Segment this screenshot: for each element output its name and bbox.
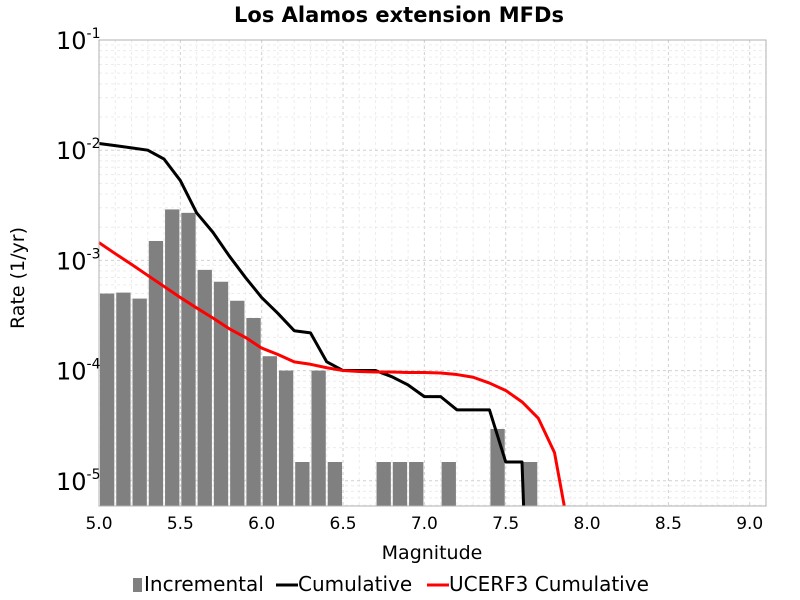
bar [230,300,245,506]
x-tick-label: 7.0 [411,514,438,534]
bar [327,461,343,506]
x-tick-label: 8.5 [655,514,682,534]
legend-label-cumulative: Cumulative [298,572,412,596]
legend-label-ucerf3-cumulative: UCERF3 Cumulative [449,572,649,596]
bar [311,370,326,506]
bar [99,293,115,506]
chart-title: Los Alamos extension MFDs [234,3,564,27]
bar [246,317,261,506]
y-ticks: 10-5 10-4 10-3 10-2 10-1 [56,26,101,496]
y-axis-label: Rate (1/yr) [7,227,29,329]
bar [409,461,424,506]
bar [441,461,456,506]
x-tick-label: 7.5 [492,514,519,534]
x-tick-label: 6.0 [248,514,275,534]
legend: Incremental Cumulative UCERF3 Cumulative [133,572,649,596]
bar [376,461,391,506]
x-tick-label: 8.0 [574,514,601,534]
x-tick-label: 5.0 [85,514,112,534]
cumulative-line [98,142,526,507]
bar [148,240,164,506]
bar [295,461,310,506]
y-tick-label: 10-5 [56,467,101,496]
bar [262,356,277,506]
bar [165,209,180,506]
x-axis-label: Magnitude [382,542,483,564]
y-tick-label: 10-1 [56,26,101,55]
x-tick-label: 5.5 [167,514,194,534]
x-tick-label: 9.0 [736,514,763,534]
plot-frame [98,39,767,507]
bars [99,209,538,506]
bar [392,461,408,506]
bar [197,269,212,506]
x-ticks: 5.0 5.5 6.0 6.5 7.0 7.5 8.0 8.5 9.0 [85,514,763,534]
y-tick-label: 10-2 [56,136,101,165]
legend-swatch-incremental [133,578,142,592]
bar [132,298,147,506]
bar [213,281,229,506]
bar [116,292,131,506]
y-tick-label: 10-4 [56,357,101,386]
legend-label-incremental: Incremental [144,572,264,596]
bar [522,461,538,506]
lines [98,142,566,507]
bar [278,370,294,506]
x-tick-label: 6.5 [330,514,357,534]
y-tick-label: 10-3 [56,246,101,275]
ucerf3-cumulative-line [98,241,566,507]
bar [181,212,196,506]
